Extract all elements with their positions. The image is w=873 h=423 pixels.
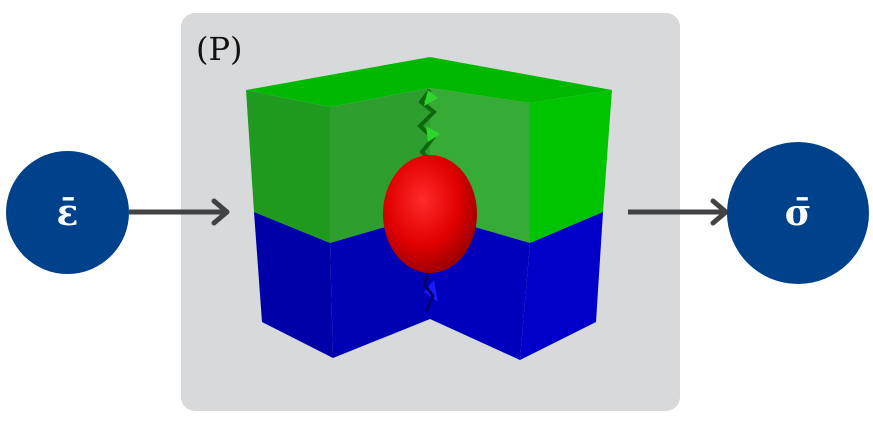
crack-shard <box>424 90 438 106</box>
green-left-outer-face <box>246 90 330 243</box>
strain-symbol: ε̄ <box>56 191 79 234</box>
crack-line-blue <box>422 269 435 313</box>
stress-output-node: σ̄ <box>727 142 869 284</box>
green-right-outer-face <box>530 90 612 243</box>
stress-symbol: σ̄ <box>784 192 812 234</box>
strain-input-node: ε̄ <box>6 151 129 274</box>
inclusion-particle <box>383 155 477 273</box>
blue-right-outer-face <box>520 212 603 360</box>
blue-left-outer-face <box>254 212 333 358</box>
process-label: (P) <box>196 30 243 68</box>
green-top-face <box>246 57 612 107</box>
crack-shard <box>426 126 440 142</box>
crack-line <box>417 88 438 162</box>
